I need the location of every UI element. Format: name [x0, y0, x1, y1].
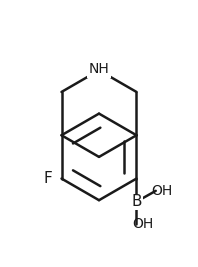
Text: NH: NH: [89, 62, 109, 76]
Text: B: B: [131, 194, 142, 210]
Text: OH: OH: [132, 217, 154, 231]
Text: OH: OH: [152, 184, 173, 198]
Text: F: F: [44, 171, 52, 186]
